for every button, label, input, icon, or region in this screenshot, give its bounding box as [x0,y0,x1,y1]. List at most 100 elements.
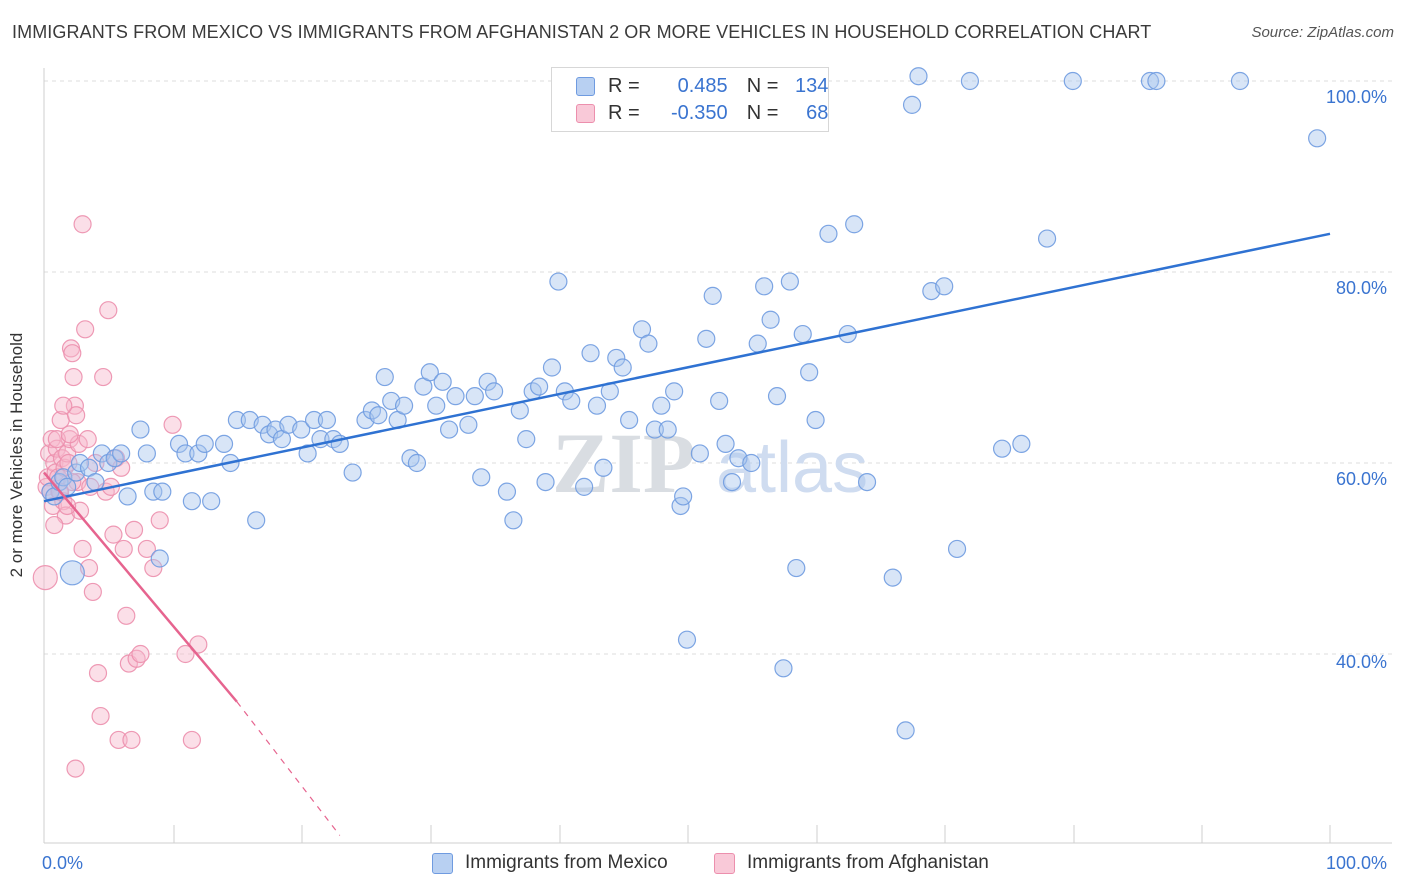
afghanistan-point [60,425,79,444]
afghanistan-trend-extension [236,701,341,836]
afghanistan-point [66,759,85,778]
legend-r-label: R = [608,74,640,97]
mexico-point [690,444,709,463]
y-tick-label-80: 80.0% [1336,278,1388,298]
legend-r-value: 0.485 [677,74,728,97]
mexico-point [806,410,825,430]
axes [43,68,1392,844]
mexico-point [845,215,864,234]
legend-r-label: R = [608,101,640,124]
afghanistan-point [131,644,150,664]
mexico-point [227,410,246,430]
mexico-point [70,453,90,473]
afghanistan-point [104,525,123,544]
mexico-point [433,372,452,391]
mexico-point [439,420,459,439]
mexico-point [1037,229,1057,248]
afghanistan-point [122,730,141,750]
mexico-point [317,410,337,430]
mexico-point [819,224,838,243]
bottom-legend-label-mexico: Immigrants from Mexico [465,852,668,873]
mexico-point [787,558,806,578]
mexico-point [645,420,664,439]
afghanistan-point [91,706,110,726]
watermark-zip: ZIP [552,415,695,511]
legend: R = 0.485 N = 134 R = -0.350 N = 68 [551,67,829,132]
mexico-point [1308,129,1327,148]
afghanistan-point [73,215,92,234]
mexico-point [710,391,729,411]
x-tick-label-min: 0.0% [42,853,84,873]
mexico-point [292,420,311,439]
bottom-legend-swatch-afghanistan [714,852,735,874]
afghanistan-point [144,558,163,578]
afghanistan-point [109,730,128,750]
mexico-point [774,659,793,678]
mexico-point [665,382,684,401]
mexico-point [562,391,581,411]
mexico-point [195,434,214,453]
mexico-point [478,372,497,391]
mexico-point [697,329,716,348]
mexico-point [639,334,658,353]
mexico-point [800,363,819,382]
legend-swatch-afghanistan [576,103,595,123]
y-tick-label-100: 100.0% [1326,87,1388,107]
mexico-point [767,387,787,406]
mexico-point [304,410,324,430]
mexico-point [542,358,562,377]
mexico-point [780,272,799,291]
mexico-point [581,344,600,363]
afghanistan-trend-line [43,471,238,703]
legend-n-value: 134 [795,74,829,97]
mexico-point [960,71,980,91]
mexico-point [703,286,722,305]
mexico-point [369,406,388,425]
afghanistan-point [76,320,95,339]
mexico-point [857,473,877,492]
trend-lines [43,232,1331,836]
mexico-point [343,463,362,482]
mexico-points [41,67,1327,740]
mexico-point [613,358,632,377]
y-tick-label-40: 40.0% [1336,652,1388,672]
mexico-point [1147,71,1166,91]
mexico-point [112,444,131,463]
mexico-point [1063,71,1082,91]
mexico-point [761,310,780,329]
afghanistan-point [114,539,133,559]
mexico-point [909,67,928,86]
mexico-point [992,439,1012,458]
bottom-legend-mexico: Immigrants from Mexico [432,852,668,874]
mexico-point [722,473,742,492]
mexico-point [169,434,189,453]
afghanistan-point [45,515,64,535]
mexico-point [504,511,523,530]
mexico-point [150,549,169,568]
chart-title: IMMIGRANTS FROM MEXICO VS IMMIGRANTS FRO… [12,22,1152,42]
mexico-point [1230,71,1250,91]
afghanistan-point [32,564,58,591]
afghanistan-point [137,539,156,559]
source-label: Source: ZipAtlas.com [1251,24,1394,41]
mexico-point [202,492,221,511]
mexico-point [658,420,677,439]
mexico-point [742,453,761,473]
mexico-point [375,367,394,387]
afghanistan-point [99,301,118,320]
mexico-point [131,420,150,439]
mexico-point [716,434,735,453]
mexico-point [947,539,967,559]
afghanistan-point [63,344,82,363]
mexico-point [575,477,594,496]
watermark: ZIP atlas [552,415,868,511]
mexico-point [902,95,922,114]
afghanistan-point [73,539,92,559]
afghanistan-point [94,367,113,387]
bottom-legend-afghanistan: Immigrants from Afghanistan [714,852,989,874]
mexico-point [485,382,504,401]
mexico-point [176,444,195,463]
afghanistan-point [176,644,195,664]
mexico-point [214,434,234,453]
